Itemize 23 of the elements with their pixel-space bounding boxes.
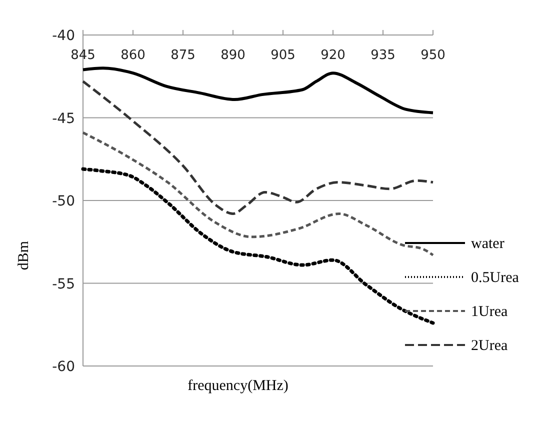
x-tick-label: 935 <box>370 48 396 63</box>
x-axis-title: frequency(MHz) <box>188 378 288 394</box>
y-tick-label: -40 <box>52 28 75 44</box>
legend-label: water <box>471 236 504 252</box>
y-tick-label: -50 <box>52 194 75 210</box>
line-series <box>81 167 435 325</box>
y-tick-label: -45 <box>52 110 75 127</box>
x-tick-label: 905 <box>270 48 296 63</box>
y-tick-label: -55 <box>52 276 75 292</box>
x-tick-label: 860 <box>120 48 146 63</box>
legend-label: 0.5Urea <box>471 270 520 286</box>
y-axis-title: dBm <box>16 240 32 270</box>
x-tick-label: 845 <box>70 48 96 63</box>
x-tick-label: 950 <box>420 48 446 63</box>
line-series <box>82 131 434 256</box>
y-tick-label: -60 <box>52 359 75 375</box>
line-series <box>82 80 434 215</box>
legend-label: 2Urea <box>471 338 508 354</box>
x-tick-label: 890 <box>220 48 246 63</box>
x-tick-label: 920 <box>320 48 346 63</box>
x-tick-label: 875 <box>170 48 196 63</box>
legend-label: 1Urea <box>471 304 508 320</box>
line-series <box>82 66 434 114</box>
